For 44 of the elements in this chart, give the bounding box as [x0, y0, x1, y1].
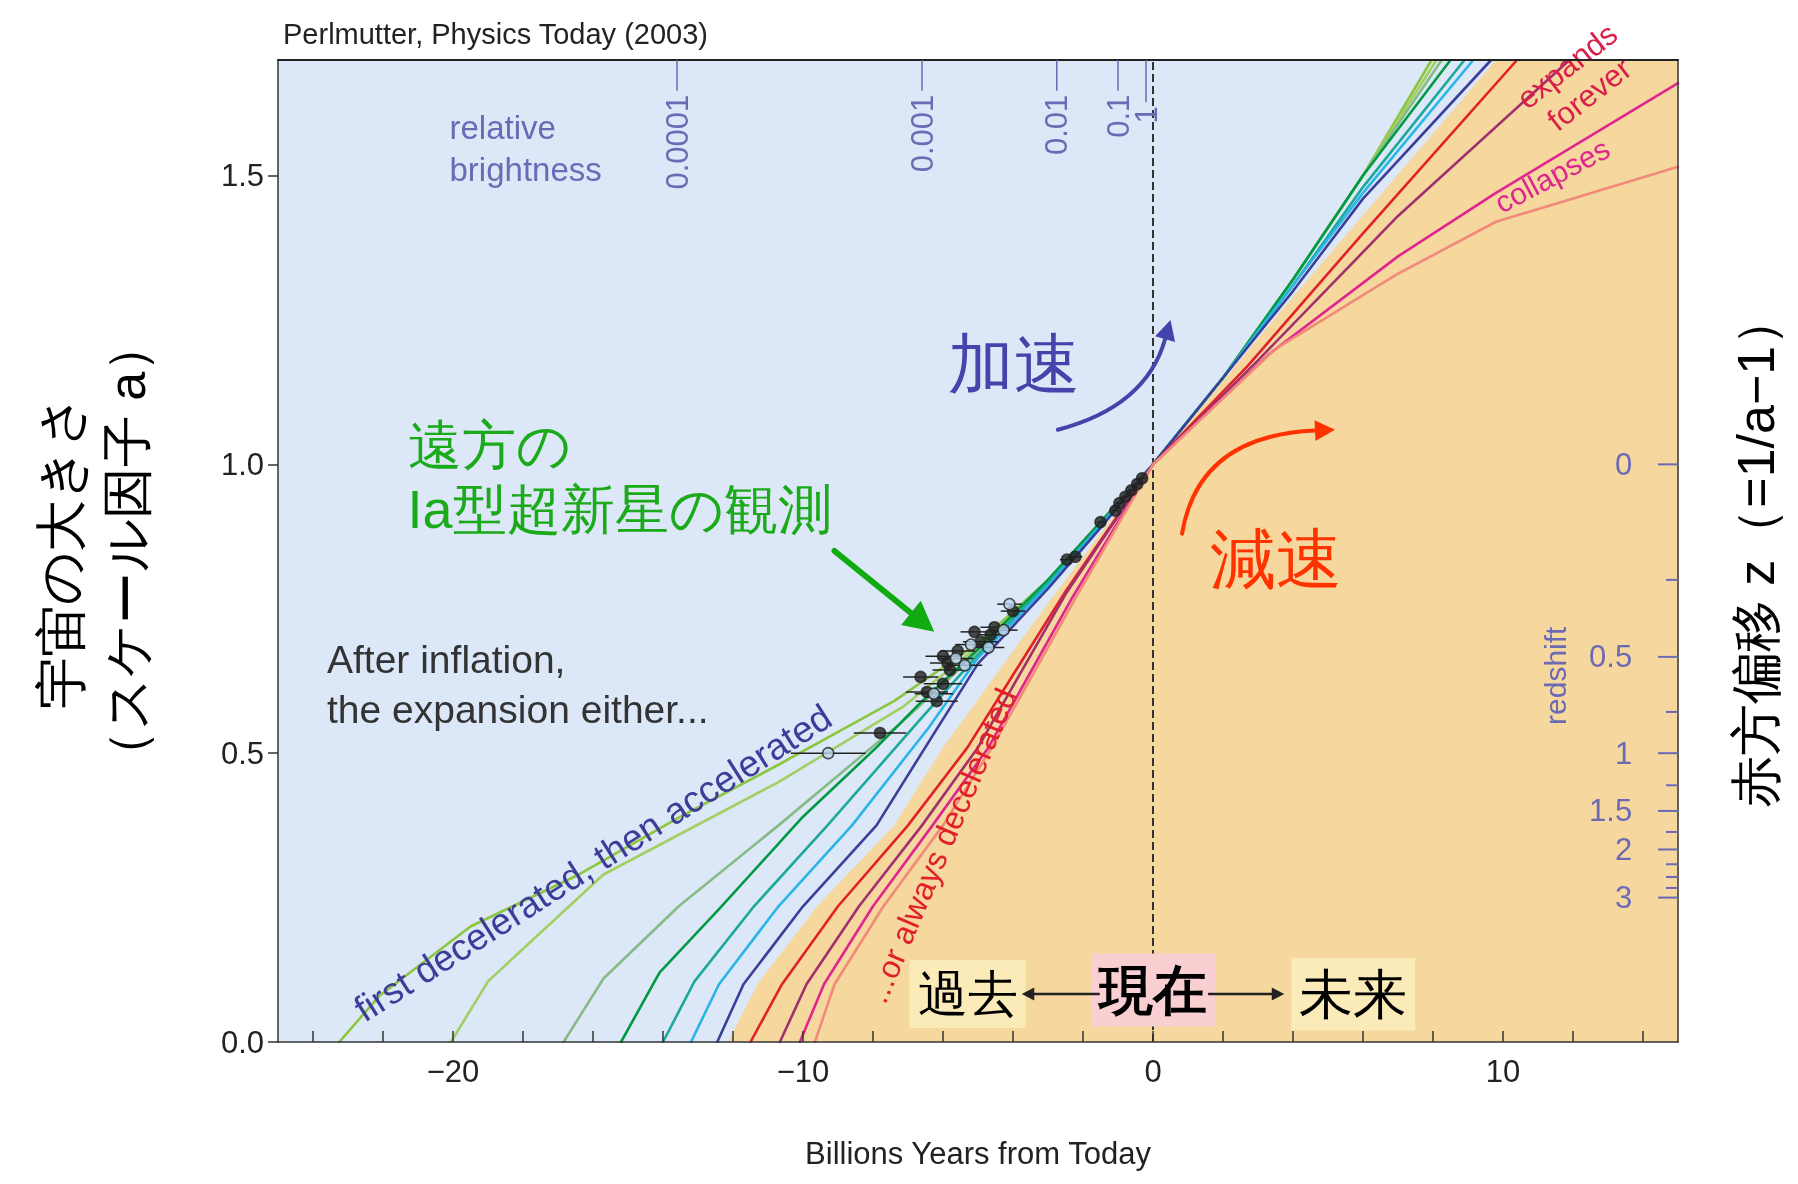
point — [982, 641, 995, 654]
point — [1108, 504, 1122, 517]
annotation: 0.001 — [904, 94, 940, 173]
point — [943, 663, 957, 677]
y2-axis-title: 赤方偏移 z（=1/a−1） — [1727, 293, 1785, 809]
annotation: 2 — [1614, 831, 1633, 867]
y-tick-label: 0.0 — [220, 1024, 264, 1060]
point — [949, 652, 963, 665]
point — [1003, 597, 1016, 611]
y-tick-label: 1.0 — [220, 446, 264, 482]
chart-title: Perlmutter, Physics Today (2003) — [283, 17, 708, 50]
point — [997, 623, 1010, 637]
annotation: relative brightness — [449, 108, 602, 188]
annotation: 3 — [1614, 880, 1633, 916]
point — [968, 625, 981, 639]
annotation: 1 — [1614, 735, 1633, 771]
point — [1094, 515, 1107, 529]
annotation: 0.01 — [1039, 94, 1075, 155]
point — [964, 638, 978, 651]
annotation: 減速 — [1209, 522, 1342, 597]
y-tick-label: 1.5 — [220, 158, 264, 194]
annotation: 0.5 — [1589, 639, 1633, 675]
point — [1060, 553, 1074, 566]
point — [958, 659, 971, 672]
annotation: 現在 — [1097, 960, 1207, 1021]
annotation: 遠方の — [407, 414, 571, 475]
x-tick-label: −20 — [426, 1054, 480, 1089]
annotation: 1.5 — [1589, 793, 1633, 829]
annotation: 過去 — [917, 966, 1018, 1023]
annotation: redshift — [1538, 625, 1572, 725]
point — [873, 726, 887, 740]
annotation: Ia型超新星の観測 — [407, 479, 832, 540]
y-axis-title: 宇宙の大きさ（スケール因子 a） — [32, 319, 156, 783]
annotation: 0.0001 — [659, 94, 695, 190]
point — [914, 670, 927, 684]
x-tick-label: 0 — [1144, 1054, 1162, 1089]
x-tick-label: 10 — [1485, 1054, 1521, 1089]
y-tick-label: 0.5 — [220, 735, 264, 771]
x-axis-title: Billions Years from Today — [805, 1136, 1152, 1171]
point — [984, 628, 997, 642]
x-tick-label: −10 — [776, 1054, 830, 1089]
annotation: 0 — [1614, 446, 1633, 482]
annotation: 未来 — [1299, 964, 1408, 1025]
annotation: 加速 — [947, 327, 1080, 402]
